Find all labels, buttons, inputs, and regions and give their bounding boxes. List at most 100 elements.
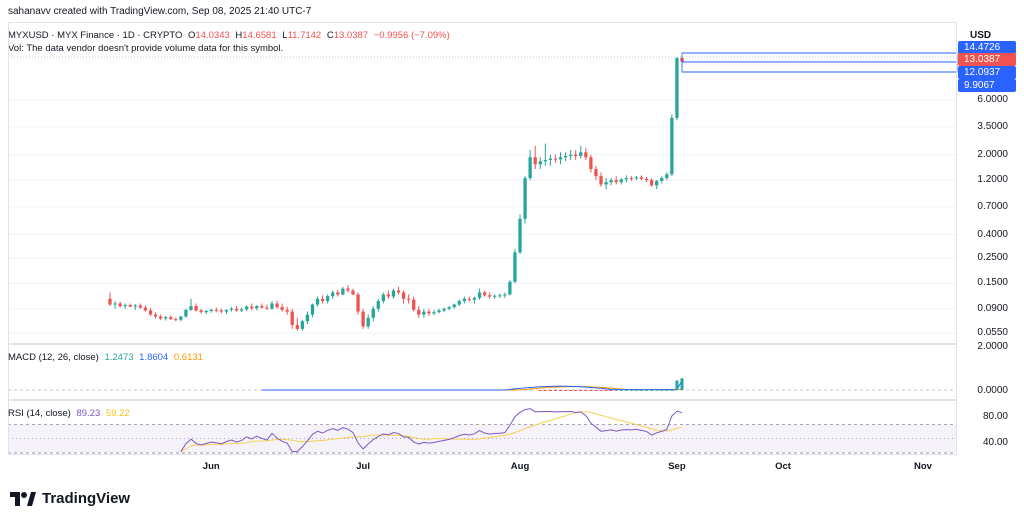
candle-body [381, 294, 385, 302]
candle-body [113, 303, 117, 305]
candle-body [260, 306, 264, 308]
candle-body [639, 177, 644, 179]
candle-body [366, 317, 370, 327]
price-pane[interactable] [8, 22, 957, 344]
change-value: −0.9956 (−7.09%) [373, 30, 450, 41]
candle-body [523, 178, 527, 219]
candle-body [346, 288, 350, 291]
candle-body [290, 311, 294, 325]
currency-label[interactable]: USD [970, 30, 992, 41]
candle-body [285, 309, 289, 312]
candle-body [467, 298, 472, 300]
candle-body [488, 295, 492, 297]
candle-body [503, 294, 507, 296]
candle-body [270, 303, 274, 309]
candle-body [153, 314, 158, 317]
macd-pane [8, 378, 957, 391]
candle-body [518, 218, 522, 253]
candle-body [533, 157, 537, 165]
candle-body [427, 311, 431, 314]
candle-body [280, 307, 284, 310]
macd-histogram-bar [589, 390, 593, 391]
candle-body [584, 152, 588, 158]
price-axis-label: 0.2500 [977, 252, 1008, 263]
candle-body [295, 324, 299, 329]
macd-label[interactable]: MACD (12, 26, close) [8, 352, 99, 363]
candle-body [275, 303, 279, 308]
price-axis-label: 0.7000 [977, 200, 1008, 212]
high-value: 14.6581 [242, 30, 277, 41]
candle-body [665, 174, 669, 179]
rsi-line [180, 408, 683, 453]
candle-body [482, 292, 487, 296]
macd-histogram-bar [553, 390, 557, 391]
time-axis-label: Sep [668, 461, 686, 472]
candle-body [300, 321, 304, 329]
candle-body [310, 304, 315, 315]
price-axis-label: 0.0900 [977, 302, 1008, 314]
price-axis-label: 0.4000 [977, 228, 1008, 240]
rsi-ma-line [180, 411, 683, 453]
candle-body [417, 309, 421, 315]
rsi-axis-40: 40.00 [982, 437, 1008, 448]
grid-lines [8, 56, 957, 334]
candle-body [214, 309, 218, 311]
candle-body [644, 178, 649, 181]
candle-body [558, 157, 563, 160]
macd-histogram-bar [675, 380, 679, 390]
candle-body [513, 252, 517, 282]
rsi-label[interactable]: RSI (14, close) [8, 408, 71, 419]
tradingview-logo[interactable]: TradingView [10, 490, 130, 507]
candle-body [209, 309, 213, 312]
macd-legend: MACD (12, 26, close) 1.2473 1.8604 0.613… [8, 352, 206, 363]
rsi-pane-frame[interactable] [8, 400, 957, 455]
candle-body [138, 305, 143, 308]
candle-body [179, 316, 183, 320]
brand-name: TradingView [42, 490, 131, 507]
candle-body [553, 158, 558, 160]
macd-histogram-bar [650, 389, 654, 391]
symbol-legend: MYXUSD · MYX Finance · 1D · CRYPTO O14.0… [8, 30, 453, 41]
candle-body [315, 298, 320, 305]
low-value: 11.7142 [287, 30, 322, 41]
candle-body [133, 305, 137, 307]
macd-histogram-bar [640, 389, 644, 391]
candle-body [594, 169, 598, 177]
macd-histogram-bar [584, 390, 588, 391]
candle-body [199, 310, 203, 313]
candle-body [437, 310, 441, 313]
candle-body [361, 311, 365, 327]
candle-body [599, 176, 603, 185]
rsi-axis-80: 80.00 [982, 411, 1008, 422]
price-tag: 14.4726 [958, 41, 1016, 54]
candle-body [604, 182, 608, 185]
volume-notice: Vol: The data vendor doesn't provide vol… [8, 43, 284, 54]
symbol-name[interactable]: MYXUSD · MYX Finance · 1D · CRYPTO [8, 30, 183, 41]
price-axis-label: 0.0550 [977, 327, 1008, 339]
candle-body [543, 159, 547, 162]
candle-body [250, 306, 254, 309]
candle-body [123, 305, 127, 307]
open-label: O [188, 30, 196, 41]
candle-body [548, 158, 553, 160]
candle-body [234, 308, 239, 311]
candle-body [371, 308, 375, 318]
candle-body [407, 298, 411, 300]
time-axis-label: Nov [914, 461, 932, 472]
macd-value-1: 1.2473 [104, 352, 134, 363]
candle-body [563, 155, 568, 158]
price-axis-label: 6.0000 [977, 94, 1008, 106]
macd-histogram-bar [614, 389, 618, 391]
candle-body [331, 292, 335, 297]
candle-body [457, 301, 461, 305]
price-axis-label: 3.5000 [977, 120, 1008, 132]
candle-body [629, 178, 634, 180]
candle-body [452, 304, 456, 308]
candle-body [386, 294, 391, 297]
price-axis-label: 1.2000 [977, 174, 1008, 186]
candle-body [376, 301, 380, 309]
candle-body [538, 161, 542, 165]
macd-pane-frame[interactable] [8, 344, 957, 400]
price-tag: 13.0387 [958, 53, 1016, 66]
